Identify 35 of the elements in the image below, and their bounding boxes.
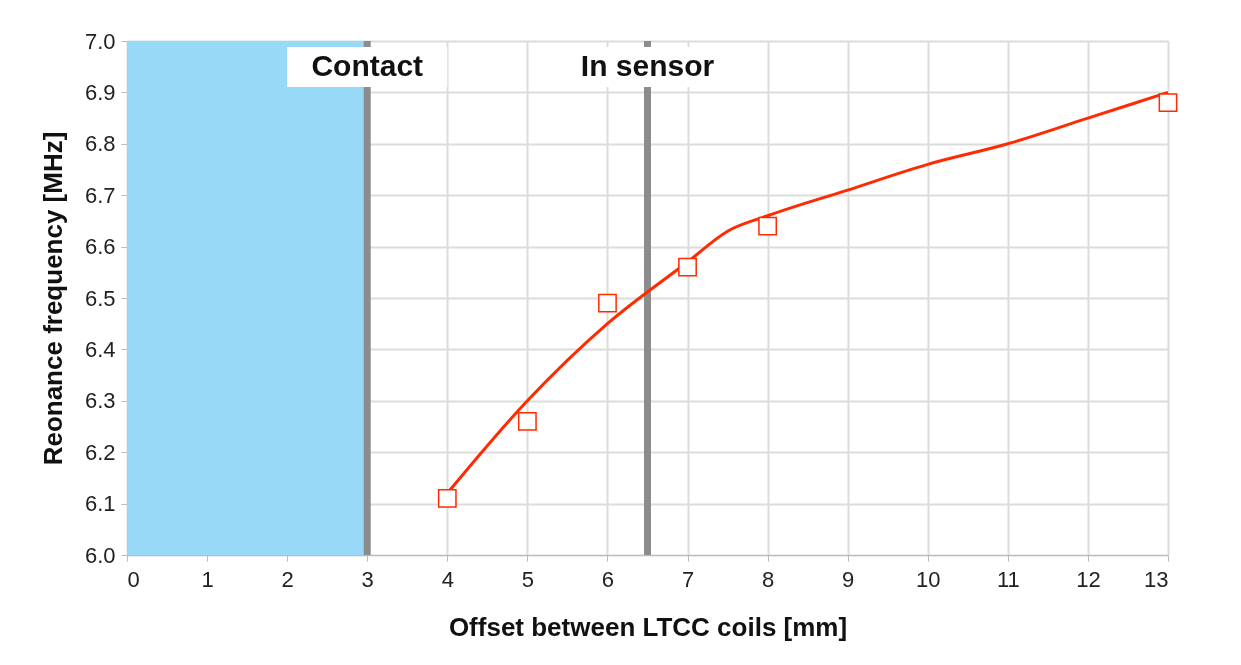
y-tick-label: 7.0	[84, 28, 116, 54]
ref-line-label: Contact	[311, 49, 424, 82]
y-tick-label: 6.0	[84, 542, 116, 568]
x-axis-title: Offset between LTCC coils [mm]	[448, 611, 848, 642]
point	[437, 489, 457, 508]
point	[517, 411, 537, 431]
point	[758, 216, 778, 236]
x-tick-label: 7	[681, 566, 695, 592]
x-tick-label: 1	[201, 566, 214, 592]
x-tick-label: 11	[996, 566, 1020, 592]
x-tick-label: 10	[916, 566, 941, 592]
y-tick-label: 6.1	[84, 491, 116, 517]
y-tick-label: 6.7	[84, 182, 116, 208]
y-axis-title: Reonance frequency [MHz]	[37, 131, 68, 466]
x-tick-label: 6	[601, 566, 615, 592]
x-tick-label: 3	[361, 566, 374, 592]
y-tick-label: 6.9	[84, 79, 116, 105]
point	[678, 257, 697, 277]
x-tick-label: 0	[127, 566, 140, 592]
x-tick-label: 8	[761, 566, 775, 592]
x-tick-label: 12	[1076, 566, 1101, 592]
x-tick-label: 13	[1144, 566, 1169, 592]
y-tick-label: 6.2	[84, 439, 116, 465]
y-tick-label: 6.6	[84, 234, 116, 260]
x-tick-label: 5	[521, 566, 535, 592]
point	[1158, 93, 1178, 113]
y-tick-label: 6.4	[84, 336, 116, 362]
y-tick-label: 6.8	[84, 131, 116, 157]
x-tick-label: 2	[281, 566, 294, 592]
x-tick-label: 4	[441, 566, 454, 592]
x-tick-label: 9	[842, 566, 855, 592]
ref-line-label: In sensor	[580, 49, 715, 82]
point	[598, 293, 617, 313]
y-tick-label: 6.3	[84, 388, 116, 414]
y-tick-label: 6.5	[84, 285, 116, 311]
